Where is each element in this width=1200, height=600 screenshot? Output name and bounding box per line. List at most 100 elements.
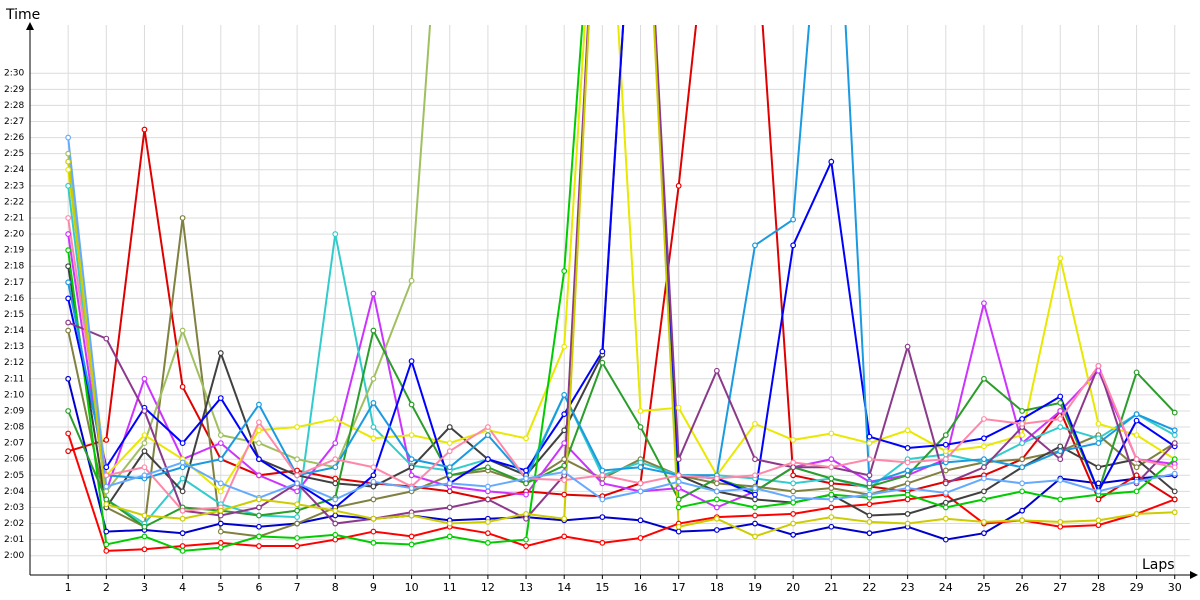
lap-point (332, 440, 339, 447)
lap-point (599, 514, 606, 521)
lap-point (370, 496, 377, 503)
lap-point (256, 496, 262, 503)
lap-point (294, 535, 301, 541)
lap-point (866, 472, 873, 479)
y-tick-label: 2:29 (4, 85, 24, 95)
lap-point (370, 539, 377, 546)
lap-point (790, 488, 797, 495)
lap-point (484, 432, 491, 438)
y-arrow (26, 22, 34, 30)
lap-point (942, 448, 949, 455)
lap-point (256, 419, 262, 426)
lap-point (1019, 517, 1026, 524)
lap-point (1171, 470, 1178, 477)
y-tick-label: 2:16 (4, 294, 24, 304)
lap-point (828, 158, 835, 165)
x-tick-label: 4 (179, 581, 186, 594)
y-tick-label: 2:04 (4, 487, 24, 497)
lap-point (446, 533, 453, 540)
lap-point (637, 517, 644, 524)
lap-point (866, 530, 873, 537)
x-tick-label: 19 (748, 581, 762, 594)
lap-point (256, 401, 262, 408)
lap-point (790, 216, 797, 223)
lap-point (981, 416, 987, 422)
lap-point (65, 215, 72, 221)
lap-point (1057, 443, 1064, 450)
lap-point (1095, 480, 1102, 487)
lap-point (332, 480, 339, 487)
lap-point (1019, 408, 1026, 414)
lap-point (904, 427, 911, 434)
lap-point (561, 440, 568, 447)
lap-point (256, 512, 262, 519)
lap-point (370, 435, 377, 442)
lap-point (65, 134, 72, 141)
lap-point (561, 469, 568, 475)
y-tick-label: 2:06 (4, 455, 24, 465)
y-tick-label: 2:07 (4, 439, 24, 449)
lap-point (256, 523, 262, 530)
x-tick-label: 6 (255, 581, 262, 594)
lap-point (790, 531, 797, 538)
x-tick-label: 5 (217, 581, 224, 594)
lap-point (141, 408, 148, 414)
lap-point (1057, 448, 1064, 455)
lap-point (370, 290, 377, 297)
lap-point (141, 375, 148, 382)
x-tick-label: 12 (481, 581, 495, 594)
lap-point (408, 541, 415, 548)
y-tick-label: 2:03 (4, 503, 24, 513)
lap-point (1095, 420, 1102, 427)
lap-point (408, 401, 415, 408)
lap-point (866, 456, 873, 463)
x-tick-label: 13 (519, 581, 533, 594)
lap-point (103, 335, 110, 342)
lap-point (523, 480, 529, 487)
lap-point (1095, 517, 1102, 524)
lap-point (65, 295, 72, 302)
y-tick-label: 2:24 (4, 165, 24, 175)
x-tick-label: 1 (65, 581, 72, 594)
y-tick-label: 2:28 (4, 101, 24, 111)
y-tick-label: 2:30 (4, 69, 24, 79)
lap-point (217, 440, 224, 447)
lap-point (332, 496, 339, 503)
lap-point (1133, 432, 1140, 438)
lap-point (675, 478, 682, 485)
lap-point (1171, 509, 1178, 516)
lap-point (752, 242, 758, 249)
lap-point (65, 150, 72, 157)
lap-point (370, 478, 377, 485)
lap-point (1019, 480, 1026, 487)
lap-point (981, 475, 987, 482)
lap-point (790, 494, 797, 501)
x-tick-label: 15 (595, 581, 609, 594)
lap-point (942, 480, 949, 487)
lap-point (408, 464, 415, 471)
lap-point (981, 435, 987, 442)
y-tick-label: 2:20 (4, 230, 24, 240)
lap-point (294, 467, 301, 474)
x-tick-label: 9 (370, 581, 377, 594)
lap-point (446, 448, 453, 455)
lap-point (713, 515, 720, 522)
lap-point (675, 456, 682, 463)
lap-point (256, 472, 262, 479)
lap-point (294, 543, 301, 549)
lap-point (752, 512, 758, 519)
y-tick-label: 2:05 (4, 471, 24, 481)
lap-point (981, 488, 987, 495)
lap-point (65, 279, 72, 286)
lap-point (65, 430, 72, 437)
lap-point (370, 528, 377, 535)
lap-point (523, 510, 529, 517)
lap-point (141, 472, 148, 479)
lap-point (523, 475, 529, 482)
lap-point (981, 464, 987, 471)
lap-point (294, 456, 301, 463)
lap-point (179, 459, 186, 466)
lap-point (1057, 416, 1064, 422)
lap-point (484, 519, 491, 525)
lap-point (637, 488, 644, 495)
